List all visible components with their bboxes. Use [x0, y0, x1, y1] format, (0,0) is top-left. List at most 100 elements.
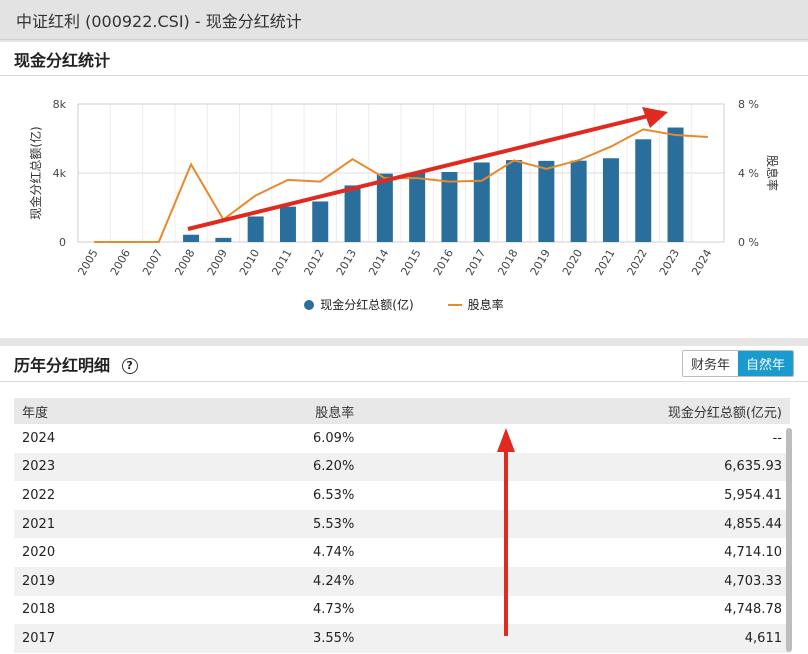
yield-cell: 4.24% [102, 566, 555, 596]
x-tick-label: 2024 [689, 247, 714, 278]
chart-legend: 现金分红总额(亿) 股息率 [0, 296, 808, 313]
x-tick-label: 2007 [140, 247, 165, 278]
amount-cell: 4,748.78 [724, 602, 782, 618]
table-row[interactable]: 2023 6.20% 6,635.93 [14, 452, 790, 482]
x-tick-label: 2019 [528, 247, 553, 278]
legend-label-yield: 股息率 [467, 298, 504, 312]
plot-frame [77, 103, 725, 243]
dividend-table: 年度 股息率 现金分红总额(亿元) 2024 6.09% -- 2023 6.20% 6,… [14, 398, 790, 653]
x-tick-label: 2015 [398, 247, 423, 278]
bar [215, 237, 232, 242]
amount-cell: -- [772, 430, 782, 446]
annotation-arrow-head-trend [642, 107, 668, 128]
bar [570, 160, 587, 242]
bar [538, 160, 555, 242]
yield-cell: 3.55% [102, 624, 555, 653]
amount-cell: 5,954.41 [724, 487, 782, 503]
toggle-fiscal-year[interactable]: 财务年 [682, 351, 738, 376]
dividend-chart-panel: 现金分红统计 0 0 % 4k 4 % 8k 8 % 2005 2006 2007 2008 200… [0, 42, 808, 338]
y2-axis-label: 股息率 [765, 155, 780, 191]
year-cell: 2019 [14, 566, 103, 596]
x-tick-label: 2008 [172, 247, 197, 278]
detail-section-title: 历年分红明细 [14, 355, 111, 375]
x-tick-label: 2016 [431, 247, 456, 278]
legend-item-amount[interactable]: 现金分红总额(亿) [304, 296, 414, 313]
header-amount[interactable]: 现金分红总额(亿元) [554, 398, 790, 424]
bar [247, 216, 264, 242]
table-row[interactable]: 2018 4.73% 4,748.78 [14, 596, 790, 625]
legend-bar-marker [304, 299, 315, 310]
toggle-calendar-year[interactable]: 自然年 [737, 351, 793, 376]
bar [183, 234, 200, 242]
yield-cell: 4.74% [313, 545, 355, 561]
bar [506, 160, 523, 242]
bar [441, 171, 458, 242]
bar [473, 162, 490, 242]
yield-cell: 6.53% [313, 487, 355, 503]
window-title: 中证红利 (000922.CSI) - 现金分红统计 [0, 0, 808, 40]
bar [344, 185, 361, 242]
table-row[interactable]: 2020 4.74% 4,714.10 [14, 538, 790, 567]
x-tick-label: 2018 [495, 247, 520, 278]
x-tick-label: 2022 [625, 247, 650, 278]
header-year[interactable]: 年度 [14, 398, 103, 424]
legend-line-marker [447, 303, 462, 306]
year-cell: 2017 [14, 624, 103, 653]
x-tick-label: 2010 [237, 247, 262, 278]
x-tick-label: 2020 [560, 247, 585, 278]
yield-cell: 5.53% [102, 509, 555, 539]
x-tick-label: 2014 [366, 247, 391, 278]
table-scrollbar[interactable] [786, 428, 792, 652]
header-yield[interactable]: 股息率 [102, 398, 555, 424]
y2-tick-label: 0 % [738, 236, 759, 249]
chart-section-title: 现金分红统计 [0, 42, 808, 76]
y2-tick-label: 8 % [738, 98, 759, 111]
x-tick-label: 2017 [463, 247, 488, 278]
amount-cell: 4,855.44 [554, 509, 790, 539]
x-tick-label: 2005 [75, 247, 100, 278]
amount-cell: 6,635.93 [554, 452, 790, 482]
legend-item-yield[interactable]: 股息率 [447, 296, 504, 313]
bar [409, 172, 426, 242]
year-cell: 2020 [22, 545, 56, 561]
x-tick-label: 2023 [657, 247, 682, 278]
y-tick-label: 4k [53, 167, 67, 180]
table-row[interactable]: 2024 6.09% -- [14, 424, 790, 453]
year-type-toggle: 财务年 自然年 [681, 350, 794, 377]
x-tick-label: 2013 [334, 247, 359, 278]
x-tick-label: 2021 [592, 247, 617, 278]
legend-label-amount: 现金分红总额(亿) [320, 298, 414, 312]
year-cell: 2021 [14, 509, 103, 539]
dividend-chart: 0 0 % 4k 4 % 8k 8 % 2005 2006 2007 2008 2009 2010 20… [28, 98, 780, 278]
y-tick-label: 8k [53, 98, 67, 111]
bar [667, 127, 684, 242]
yield-cell: 4.73% [313, 602, 355, 618]
bar [602, 158, 619, 242]
year-cell: 2018 [22, 602, 56, 618]
help-icon[interactable]: ? [121, 358, 138, 374]
y-axis-label: 现金分红总额(亿) [28, 126, 43, 219]
x-tick-label: 2012 [302, 247, 327, 278]
table-row[interactable]: 2021 5.53% 4,855.44 [14, 509, 790, 539]
amount-cell: 4,703.33 [554, 566, 790, 596]
detail-section-title-wrap: 历年分红明细 ? [14, 352, 138, 376]
annotation-arrow-trend [187, 114, 649, 231]
bar [635, 139, 652, 242]
year-cell: 2023 [14, 452, 103, 482]
x-tick-label: 2009 [205, 247, 230, 278]
yield-cell: 6.09% [313, 430, 355, 446]
table-row[interactable]: 2017 3.55% 4,611 [14, 624, 790, 653]
year-cell: 2024 [22, 430, 56, 446]
table-row[interactable]: 2022 6.53% 5,954.41 [14, 481, 790, 510]
table-header-row: 年度 股息率 现金分红总额(亿元) [14, 398, 790, 424]
x-tick-label: 2006 [108, 247, 133, 278]
bar [279, 206, 296, 242]
table-row[interactable]: 2019 4.24% 4,703.33 [14, 566, 790, 596]
table-body: 2024 6.09% -- 2023 6.20% 6,635.93 2022 6.53% 5,9… [14, 424, 790, 653]
amount-cell: 4,714.10 [724, 545, 782, 561]
year-cell: 2022 [22, 487, 56, 503]
y-tick-label: 0 [59, 236, 66, 249]
detail-section-header: 历年分红明细 ? 财务年 自然年 [0, 346, 808, 382]
bar [312, 201, 329, 242]
amount-cell: 4,611 [554, 624, 790, 653]
